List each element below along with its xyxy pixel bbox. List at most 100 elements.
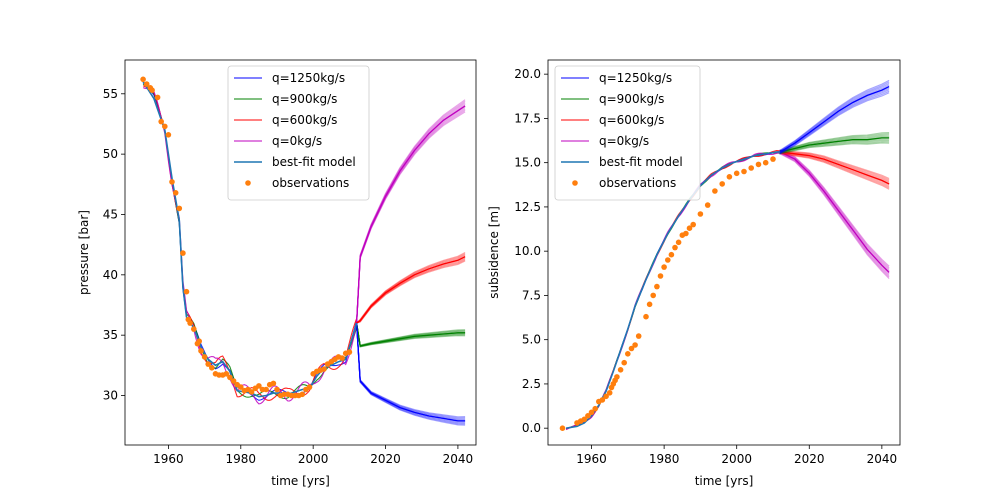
observation-point xyxy=(274,386,280,393)
forecast-strand xyxy=(356,251,466,324)
observation-point xyxy=(306,384,313,390)
x-tick-label: 2040 xyxy=(867,452,898,466)
forecast-strand xyxy=(779,92,890,155)
forecast-strand xyxy=(779,134,890,152)
observation-point xyxy=(668,251,675,258)
x-axis-label: time [yrs] xyxy=(271,474,330,488)
legend-entry: observations xyxy=(572,176,676,190)
forecast-strand xyxy=(356,323,466,425)
legend-marker xyxy=(245,180,251,186)
observation-point xyxy=(755,161,762,168)
legend-label: observations xyxy=(599,176,676,190)
observation-point xyxy=(632,342,638,348)
observation-point xyxy=(606,390,613,396)
observation-point xyxy=(183,288,190,295)
observation-point xyxy=(270,380,277,387)
forecast-line xyxy=(355,322,466,347)
observation-point xyxy=(339,355,345,361)
plot-area xyxy=(559,79,890,432)
observation-point xyxy=(635,333,642,339)
x-tick-label: 2000 xyxy=(721,452,752,466)
observation-point xyxy=(661,264,667,270)
legend-entry: observations xyxy=(245,176,349,190)
forecast-strand xyxy=(779,82,890,152)
observation-point xyxy=(198,348,204,354)
legend-label: q=0kg/s xyxy=(599,134,649,148)
y-tick-label: 30 xyxy=(103,389,118,403)
forecast-q-600kg-s xyxy=(356,251,466,324)
forecast-strand xyxy=(356,323,466,347)
observation-point xyxy=(646,301,653,308)
y-tick-label: 15.0 xyxy=(514,156,541,170)
observation-point xyxy=(201,354,208,360)
forecast-q-0kg-s xyxy=(355,99,466,324)
y-tick-label: 2.5 xyxy=(522,377,541,391)
observations xyxy=(559,156,776,432)
x-axis-label: time [yrs] xyxy=(695,474,754,488)
observation-point xyxy=(599,397,606,403)
observation-point xyxy=(643,313,649,320)
observation-point xyxy=(321,366,327,372)
observation-point xyxy=(621,359,627,366)
axes-frame xyxy=(124,59,477,446)
observation-point xyxy=(690,221,696,228)
forecast-strand xyxy=(779,152,890,188)
y-tick-label: 55 xyxy=(103,87,118,101)
observation-point xyxy=(592,405,598,412)
observation-point xyxy=(704,202,711,208)
forecast-strand xyxy=(779,133,890,152)
observation-point xyxy=(726,174,733,180)
forecast-line xyxy=(355,105,466,324)
observation-point xyxy=(697,211,704,217)
observation-point xyxy=(176,205,183,212)
legend-label: q=600kg/s xyxy=(272,113,337,127)
legend-label: q=1250kg/s xyxy=(272,71,345,85)
forecast-strand xyxy=(356,260,466,324)
forecast-line xyxy=(779,86,890,153)
observation-point xyxy=(196,338,202,345)
legend-label: best-fit model xyxy=(599,155,683,169)
observation-point xyxy=(559,425,566,432)
observation-point xyxy=(227,374,233,381)
x-tick-label: 2040 xyxy=(443,452,474,466)
observation-point xyxy=(143,81,150,87)
observation-point xyxy=(657,273,664,279)
forecast-strand xyxy=(356,99,466,324)
observation-point xyxy=(162,123,168,130)
forecast-strand xyxy=(779,139,890,154)
observation-point xyxy=(614,374,620,380)
axes-frame xyxy=(547,59,901,446)
observation-point xyxy=(603,393,609,400)
observation-point xyxy=(625,351,631,357)
observation-point xyxy=(223,371,230,377)
legend: q=1250kg/s q=900kg/s q=600kg/s q=0kg/s best-… xyxy=(554,65,701,201)
forecast-q-0kg-s xyxy=(779,149,890,280)
legend-entry: q=0kg/s xyxy=(234,134,322,148)
legend-label: q=600kg/s xyxy=(599,113,664,127)
y-tick-label: 45 xyxy=(103,207,118,221)
observation-point xyxy=(712,188,718,194)
forecast-strand xyxy=(779,150,890,270)
forecast-strand xyxy=(779,152,890,280)
y-tick-label: 12.5 xyxy=(514,200,541,214)
observation-point xyxy=(650,292,656,299)
y-axis-label: pressure [bar] xyxy=(77,210,91,295)
forecast-strand xyxy=(779,142,890,155)
forecast-strand xyxy=(779,152,890,278)
legend-box xyxy=(554,65,701,201)
forecast-q-900kg-s xyxy=(355,322,466,348)
legend-entry: q=1250kg/s xyxy=(234,71,345,85)
x-tick-label: 2000 xyxy=(298,452,329,466)
legend-entry: q=1250kg/s xyxy=(561,71,672,85)
forecast-strand xyxy=(356,253,466,324)
y-tick-label: 10.0 xyxy=(514,244,541,258)
observation-point xyxy=(588,409,595,416)
forecast-strand xyxy=(356,323,466,346)
legend-entry: q=600kg/s xyxy=(561,113,664,127)
legend-entry: best-fit model xyxy=(234,155,356,169)
forecast-q-900kg-s xyxy=(779,132,890,155)
y-tick-label: 0.0 xyxy=(522,421,541,435)
observation-point xyxy=(149,87,155,93)
legend-entry: q=900kg/s xyxy=(234,92,337,106)
